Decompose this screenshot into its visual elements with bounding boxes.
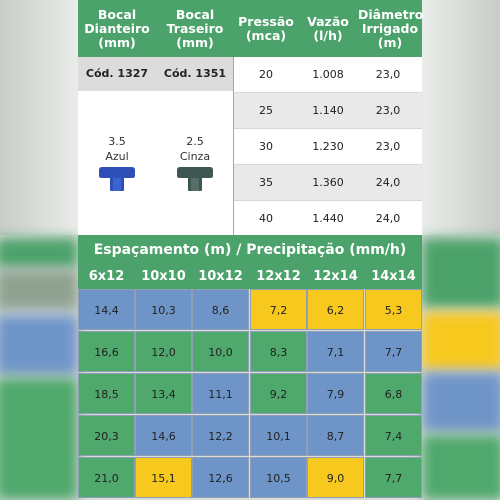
precipitation-cell: 7,1 <box>307 331 364 372</box>
background-blur-right-green <box>422 238 500 308</box>
precipitation-cell: 13,4 <box>135 373 192 414</box>
precipitation-cell: 15,1 <box>135 457 192 498</box>
precipitation-cell: 10,0 <box>192 331 249 372</box>
spacing-title: Espaçamento (m) / Precipitação (mm/h) <box>78 235 422 265</box>
precipitation-cell: 7,7 <box>365 331 422 372</box>
background-blur-left-blue <box>0 315 78 375</box>
specification-header: Bocal Dianteiro (mm) Bocal Traseiro (mm)… <box>78 0 424 57</box>
gray-nozzle-icon <box>177 167 213 191</box>
spacing-header: 6x12 10x10 10x12 12x12 12x14 14x14 <box>78 265 422 289</box>
spacing-col-12x14: 12x14 <box>313 269 358 284</box>
precipitation-cell: 14,6 <box>135 415 192 456</box>
table-row: 30 1.230 23,0 <box>234 129 422 165</box>
background-blur-right-green2 <box>422 435 500 500</box>
blue-nozzle-icon <box>99 167 135 191</box>
precipitation-cell: 20,3 <box>78 415 135 456</box>
precipitation-cell: 6,8 <box>365 373 422 414</box>
header-pressure: Pressão (mca) <box>238 14 294 43</box>
table-row: 35 1.360 24,0 <box>234 165 422 201</box>
background-blur-left-grey <box>0 270 78 310</box>
spacing-col-12x12: 12x12 <box>256 269 301 284</box>
precipitation-cell: 10,5 <box>250 457 307 498</box>
precipitation-cell: 8,6 <box>192 289 249 330</box>
table-row: 25 1.140 23,0 <box>234 93 422 129</box>
precipitation-cell: 10,1 <box>250 415 307 456</box>
column-divider <box>233 57 234 235</box>
precipitation-cell: 12,6 <box>192 457 249 498</box>
precipitation-cell: 7,4 <box>365 415 422 456</box>
precipitation-cell: 16,6 <box>78 331 135 372</box>
header-flow: Vazão (l/h) <box>307 14 349 43</box>
spacing-col-14x14: 14x14 <box>371 269 416 284</box>
specification-table: Bocal Dianteiro (mm) Bocal Traseiro (mm)… <box>78 0 424 235</box>
precipitation-cell: 11,1 <box>192 373 249 414</box>
precipitation-cell: 5,3 <box>365 289 422 330</box>
precipitation-cell: 21,0 <box>78 457 135 498</box>
code-row: Cód. 1327 Cód. 1351 <box>78 57 233 91</box>
spacing-col-6x12: 6x12 <box>88 269 125 284</box>
spacing-col-10x12: 10x12 <box>198 269 243 284</box>
background-blur-left-green <box>0 238 78 268</box>
table-row: 20 1.008 23,0 <box>234 57 422 93</box>
header-front-nozzle: Bocal Dianteiro (mm) <box>84 7 150 50</box>
background-blur-right-blue <box>422 372 500 432</box>
precipitation-cell: 18,5 <box>78 373 135 414</box>
table-row: 40 1.440 24,0 <box>259 212 401 225</box>
header-diameter: Diâmetro Irrigado (m) <box>358 7 424 50</box>
precipitation-cell: 6,2 <box>307 289 364 330</box>
precipitation-cell: 12,2 <box>192 415 249 456</box>
header-rear-nozzle: Bocal Traseiro (mm) <box>166 7 224 50</box>
precipitation-cell: 12,0 <box>135 331 192 372</box>
precipitation-cell: 7,7 <box>365 457 422 498</box>
spacing-col-10x10: 10x10 <box>141 269 186 284</box>
code-front: Cód. 1327 <box>85 67 149 80</box>
front-nozzle-label: 3.5 Azul <box>105 135 129 163</box>
code-rear: Cód. 1351 <box>163 67 227 80</box>
precipitation-cell: 9,0 <box>307 457 364 498</box>
rear-nozzle-label: 2.5 Cinza <box>179 135 211 163</box>
precipitation-cell: 7,2 <box>250 289 307 330</box>
precipitation-cell: 9,2 <box>250 373 307 414</box>
background-blur-right-yellow <box>422 312 500 370</box>
precipitation-cell: 8,7 <box>307 415 364 456</box>
background-blur-left-green2 <box>0 378 78 500</box>
precipitation-cell: 7,9 <box>307 373 364 414</box>
precipitation-cell: 8,3 <box>250 331 307 372</box>
precipitation-cell: 10,3 <box>135 289 192 330</box>
precipitation-cell: 14,4 <box>78 289 135 330</box>
